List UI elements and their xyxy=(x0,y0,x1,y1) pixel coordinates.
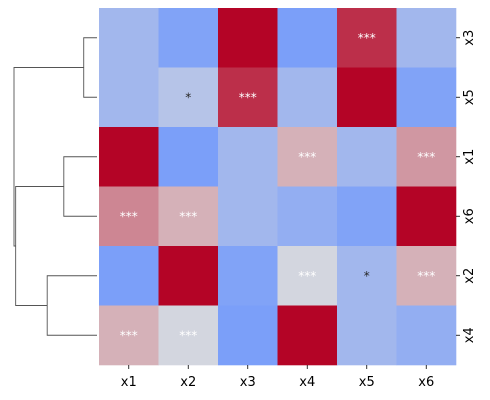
heatmap-cell xyxy=(158,67,219,128)
y-tick-label: x6 xyxy=(462,208,477,224)
heatmap-cell xyxy=(99,127,159,187)
heatmap-cell xyxy=(99,305,159,366)
heatmap-cell xyxy=(337,186,397,247)
x-tick-label: x3 xyxy=(240,375,256,390)
heatmap-cell xyxy=(99,246,159,306)
heatmap-cell xyxy=(158,246,219,306)
heatmap-cell xyxy=(337,127,397,187)
significance-label: *** xyxy=(179,209,197,223)
heatmap-cell xyxy=(337,246,397,306)
heatmap-cell xyxy=(158,186,219,247)
y-tick-label: x3 xyxy=(462,30,477,46)
y-axis-ticks: x3 x5 x1 x6 x2 x4 xyxy=(456,30,477,343)
heatmap-cell xyxy=(337,305,397,366)
x-tick-label: x5 xyxy=(359,375,375,390)
y-tick-label: x4 xyxy=(462,327,477,343)
heatmap-cell xyxy=(277,246,338,306)
significance-label: * xyxy=(364,269,370,283)
heatmap-cell xyxy=(218,186,278,247)
x-tick-label: x6 xyxy=(418,375,434,390)
y-tick-label: x1 xyxy=(462,149,477,165)
heatmap-cell xyxy=(396,305,457,366)
row-dendrogram xyxy=(13,37,97,336)
heatmap-cell xyxy=(277,186,338,247)
dendrogram-branch xyxy=(83,37,97,98)
heatmap-cell xyxy=(218,67,278,128)
heatmap-cell xyxy=(277,8,338,68)
heatmap-cell xyxy=(158,8,219,68)
heatmap-cell xyxy=(337,8,397,68)
heatmap-cell xyxy=(158,305,219,366)
heatmap-cell xyxy=(218,305,278,366)
significance-label: * xyxy=(185,90,191,104)
y-tick-label: x2 xyxy=(462,268,477,284)
heatmap-cell xyxy=(277,127,338,187)
heatmap-cell xyxy=(396,127,457,187)
heatmap-cell xyxy=(277,305,338,366)
heatmap-cell xyxy=(99,8,159,68)
heatmap-cell xyxy=(396,8,457,68)
significance-label: *** xyxy=(417,150,435,164)
heatmap-cell xyxy=(337,67,397,128)
heatmap-cell xyxy=(158,127,219,187)
heatmap-cell xyxy=(99,67,159,128)
significance-label: *** xyxy=(179,328,197,342)
x-tick-label: x2 xyxy=(180,375,196,390)
heatmap-cell xyxy=(396,186,457,247)
x-axis-ticks: x1 x2 x3 x4 x5 x6 xyxy=(121,365,434,390)
significance-label: *** xyxy=(239,90,257,104)
heatmap-cell xyxy=(218,246,278,306)
dendrogram-branch xyxy=(13,67,84,247)
x-tick-label: x1 xyxy=(121,375,137,390)
significance-label: *** xyxy=(417,269,435,283)
significance-label: *** xyxy=(358,31,376,45)
heatmap-cell xyxy=(218,127,278,187)
dendrogram-branch xyxy=(15,186,64,306)
heatmap-cell xyxy=(277,67,338,128)
heatmap-cell xyxy=(99,186,159,247)
heatmap-cell xyxy=(218,8,278,68)
heatmap-cell xyxy=(396,67,457,128)
y-tick-label: x5 xyxy=(462,89,477,105)
significance-label: *** xyxy=(298,269,316,283)
significance-label: *** xyxy=(298,150,316,164)
dendrogram-branch xyxy=(63,156,97,217)
significance-label: *** xyxy=(120,209,138,223)
heatmap-cells: **** ****** ****** ****** * ****** *** xyxy=(99,8,457,366)
heatmap-cell xyxy=(396,246,457,306)
dendrogram-branch xyxy=(46,275,97,336)
significance-label: *** xyxy=(120,328,138,342)
x-tick-label: x4 xyxy=(299,375,315,390)
